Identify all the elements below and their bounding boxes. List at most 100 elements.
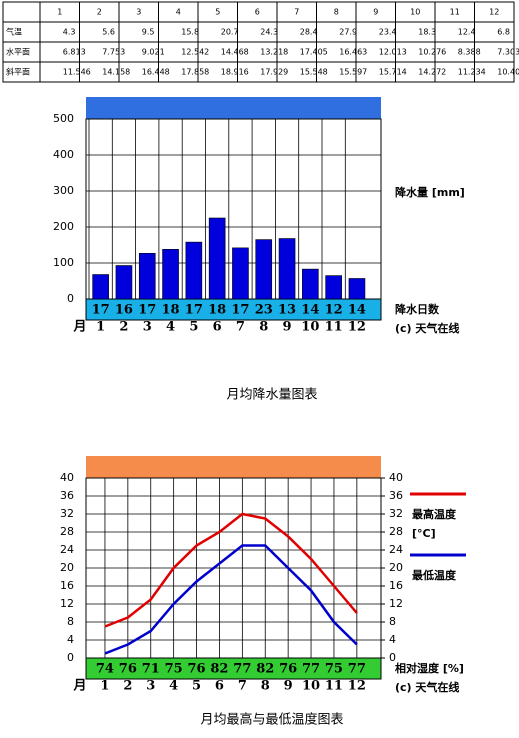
header-band — [86, 97, 381, 119]
header-cell: 7 — [294, 8, 299, 17]
x-tick-label: 3 — [146, 679, 155, 694]
band-value: 75 — [325, 662, 343, 677]
table-cell: 28.4 — [300, 28, 318, 37]
bar — [232, 247, 249, 300]
x-label: 月 — [72, 320, 86, 335]
legend-label: 最高温度 — [412, 507, 457, 521]
band-name: 降水日数 — [395, 302, 440, 316]
x-tick-label: 6 — [213, 320, 222, 335]
table-cell: 15.597 — [339, 68, 367, 77]
band-value: 23 — [255, 303, 273, 318]
y2-tick-label: 12 — [389, 597, 403, 610]
credit: (c) 天气在线 — [395, 321, 459, 335]
y-tick-label: 400 — [53, 148, 74, 161]
table-cell: 15.8 — [181, 28, 199, 37]
table-cell: 17.929 — [260, 68, 288, 77]
x-tick-label: 8 — [261, 679, 270, 694]
table-cell: 9.5 — [142, 28, 155, 37]
table-cell: 11.546 — [63, 68, 91, 77]
header-cell: 12 — [489, 8, 499, 17]
table-cell: 14.158 — [102, 68, 130, 77]
y2-tick-label: 32 — [389, 507, 403, 520]
table-cell: 15.714 — [379, 68, 407, 77]
x-tick-label: 9 — [283, 320, 292, 335]
x-tick-label: 6 — [215, 679, 224, 694]
band-value: 17 — [92, 303, 110, 318]
band-value: 75 — [165, 662, 183, 677]
band-value: 18 — [208, 303, 226, 318]
credit: (c) 天气在线 — [395, 680, 459, 694]
y-tick-label: 32 — [60, 507, 74, 520]
table-cell: 12.4 — [458, 28, 476, 37]
line — [104, 544, 358, 655]
header-cell: 3 — [136, 8, 141, 17]
x-tick-label: 8 — [259, 320, 268, 335]
band-value: 74 — [96, 662, 114, 677]
table-cell: 13.218 — [260, 48, 288, 57]
header-cell: 1 — [57, 8, 62, 17]
table-cell: 12.542 — [181, 48, 209, 57]
table-cell: 6.8 — [497, 28, 510, 37]
x-label: 月 — [72, 679, 86, 694]
table-cell: 23.4 — [379, 28, 397, 37]
header-cell: 9 — [373, 8, 378, 17]
y2-tick-label: 0 — [389, 651, 396, 664]
y-tick-label: 0 — [67, 651, 74, 664]
header-cell: 8 — [334, 8, 339, 17]
x-tick-label: 9 — [284, 679, 293, 694]
band-value: 77 — [233, 662, 251, 677]
table-cell: 4.3 — [63, 28, 76, 37]
table-cell: 11.234 — [458, 68, 486, 77]
x-tick-label: 1 — [100, 679, 109, 694]
band-value: 82 — [256, 662, 274, 677]
y-tick-label: 300 — [53, 184, 74, 197]
table-cell: 10.276 — [418, 48, 446, 57]
band-value: 14 — [301, 303, 319, 318]
table-cell: 7.303 — [497, 48, 519, 57]
bar — [138, 252, 156, 300]
band-value: 18 — [162, 303, 180, 318]
x-tick-label: 12 — [348, 679, 366, 694]
table-cell: 12.013 — [379, 48, 407, 57]
header-cell: 11 — [450, 8, 460, 17]
x-tick-label: 3 — [143, 320, 152, 335]
y2-tick-label: 24 — [389, 543, 403, 556]
y-tick-label: 0 — [67, 292, 74, 305]
x-tick-label: 4 — [169, 679, 178, 694]
x-tick-label: 4 — [166, 320, 175, 335]
x-tick-label: 2 — [123, 679, 132, 694]
y2-tick-label: 40 — [389, 471, 403, 484]
table-cell: 17.858 — [181, 68, 209, 77]
y-tick-label: 20 — [60, 561, 74, 574]
band-value: 14 — [348, 303, 366, 318]
unit-label: [°C] — [412, 527, 436, 540]
band-value: 16 — [115, 303, 133, 318]
bar — [92, 274, 109, 300]
table-cell: 24.3 — [260, 28, 278, 37]
band-value: 77 — [302, 662, 320, 677]
y-tick-label: 40 — [60, 471, 74, 484]
y2-tick-label: 20 — [389, 561, 403, 574]
bar — [162, 249, 179, 300]
x-tick-label: 1 — [96, 320, 105, 335]
table-cell: 8.388 — [458, 48, 481, 57]
legend-label: 最低温度 — [412, 568, 457, 582]
y-tick-label: 12 — [60, 597, 74, 610]
bar — [278, 238, 296, 300]
header-cell: 5 — [215, 8, 220, 17]
header-cell: 4 — [176, 8, 181, 17]
chart-title: 月均降水量图表 — [226, 388, 317, 403]
table-cell: 18.3 — [418, 28, 436, 37]
y-axis-label: 降水量 [mm] — [395, 185, 465, 199]
line — [104, 512, 358, 628]
x-tick-label: 11 — [325, 679, 343, 694]
band-value: 76 — [119, 662, 137, 677]
table-cell: 16.463 — [339, 48, 367, 57]
chart-title: 月均最高与最低温度图表 — [200, 712, 343, 728]
y2-tick-label: 8 — [389, 615, 396, 628]
table-cell: 7.753 — [102, 48, 125, 57]
table-cell: 水平面 — [6, 47, 30, 57]
band-value: 17 — [138, 303, 156, 318]
bar — [185, 241, 203, 300]
y-tick-label: 36 — [60, 489, 74, 502]
